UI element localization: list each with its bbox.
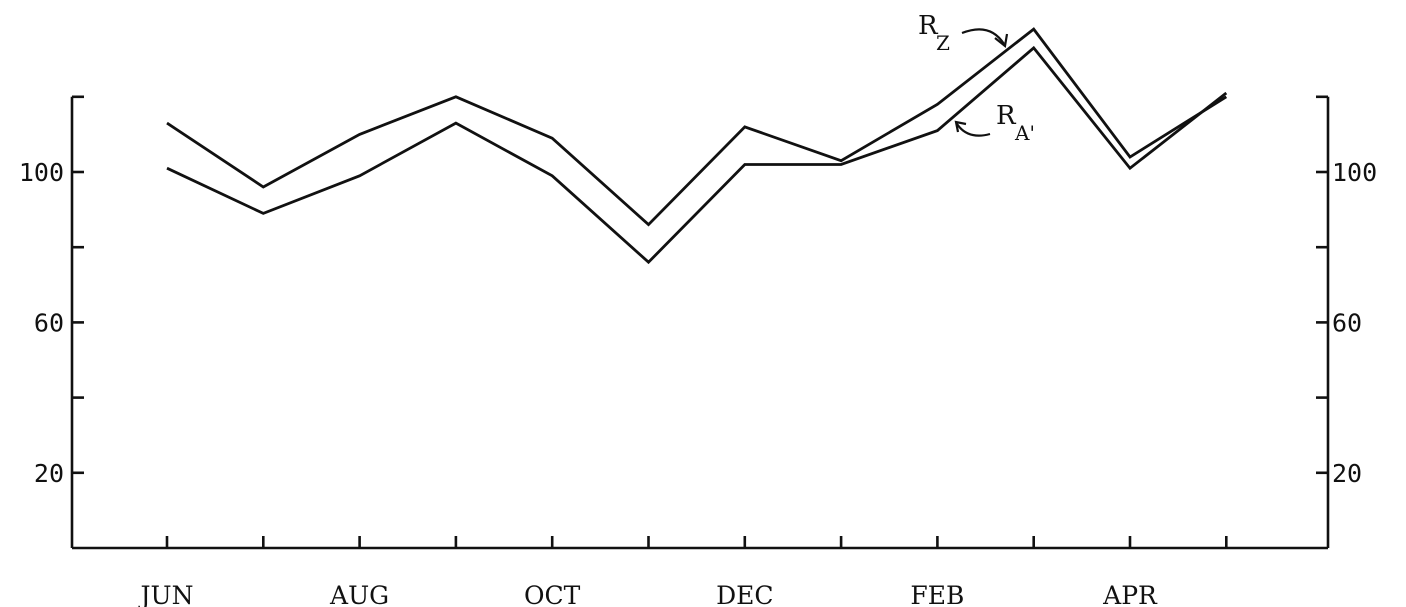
series-line-rz [166, 27, 1228, 227]
x-tick-label: OCT [524, 581, 581, 607]
left-y-tick-label: 100 [19, 158, 64, 187]
series-label-rz: R [918, 11, 939, 41]
series-layer [166, 27, 1228, 265]
left-y-tick-label: 60 [34, 308, 64, 337]
series-label-rz-sub: Z [936, 31, 950, 55]
x-tick-label: JUN [138, 581, 194, 607]
series-line-ra [166, 45, 1228, 265]
rz-arrow [961, 28, 1005, 45]
x-tick-label: DEC [716, 581, 773, 607]
x-tick-label: APR [1102, 581, 1158, 607]
left-y-tick-label: 20 [34, 459, 64, 488]
series-label-ra-sub: A' [1014, 121, 1035, 145]
right-y-tick-label: 20 [1332, 459, 1362, 488]
ra-arrow [956, 123, 991, 137]
axes: 100 60 20 100 60 20 JUN AUG OCT DEC FEB APR [19, 95, 1377, 607]
right-y-tick-label: 60 [1332, 308, 1362, 337]
rz-arrowhead [994, 33, 1009, 49]
ra-arrowhead [954, 120, 967, 133]
series-label-ra: R [996, 101, 1017, 131]
x-tick-label: FEB [910, 581, 964, 607]
x-tick-label: AUG [329, 581, 389, 607]
right-y-tick-label: 100 [1332, 158, 1377, 187]
